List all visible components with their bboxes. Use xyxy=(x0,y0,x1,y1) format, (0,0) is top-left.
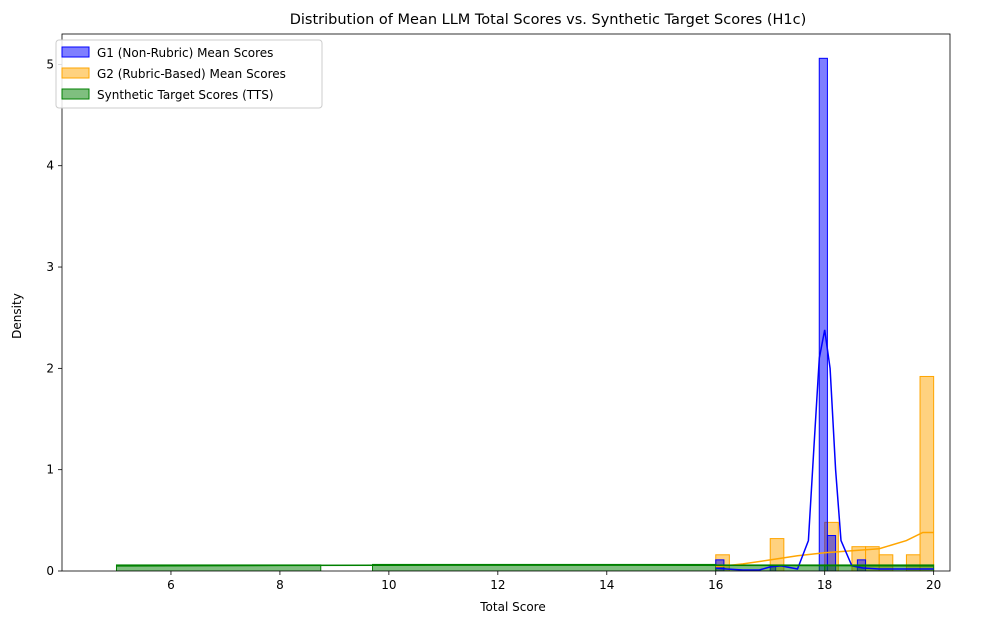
legend: G1 (Non-Rubric) Mean Scores G2 (Rubric-Ba… xyxy=(55,39,323,109)
y-axis-label: Density xyxy=(10,293,24,339)
chart-title: Distribution of Mean LLM Total Scores vs… xyxy=(290,12,807,28)
legend-swatch-g1-non-rubric-mean-scores xyxy=(61,46,90,58)
x-tick-label-6: 6 xyxy=(167,578,175,592)
legend-swatch-g2-rubric-based-mean-scores xyxy=(61,67,90,79)
plot-area xyxy=(115,57,935,571)
y-tick-label-2: 2 xyxy=(46,361,54,375)
x-tick-label-16: 16 xyxy=(708,578,723,592)
legend-label-g2-rubric-based-mean-scores: G2 (Rubric-Based) Mean Scores xyxy=(97,67,286,81)
x-tick-label-10: 10 xyxy=(381,578,396,592)
axes-frame xyxy=(61,33,951,572)
x-tick-label-12: 12 xyxy=(490,578,505,592)
x-tick-label-14: 14 xyxy=(599,578,614,592)
x-tick-label-18: 18 xyxy=(817,578,832,592)
kde-line-synthetic-target-scores-tts xyxy=(116,564,934,567)
y-tick-label-5: 5 xyxy=(46,57,54,71)
x-axis-label: Total Score xyxy=(479,600,545,614)
legend-label-synthetic-target-scores-tts: Synthetic Target Scores (TTS) xyxy=(97,88,274,102)
y-tick-label-3: 3 xyxy=(46,260,54,274)
bar-g1-non-rubric-mean-scores-2 xyxy=(818,57,828,571)
legend-swatch-synthetic-target-scores-tts xyxy=(61,88,90,100)
kde-line-g2-rubric-based-mean-scores xyxy=(715,531,934,568)
y-tick-label-0: 0 xyxy=(46,564,54,578)
y-tick-label-1: 1 xyxy=(46,463,54,477)
y-tick-label-4: 4 xyxy=(46,159,54,173)
x-tick-label-8: 8 xyxy=(276,578,284,592)
legend-label-g1-non-rubric-mean-scores: G1 (Non-Rubric) Mean Scores xyxy=(97,46,273,60)
legend-frame xyxy=(55,39,323,109)
bar-g2-rubric-based-mean-scores-7 xyxy=(919,375,935,571)
bar-synthetic-target-scores-tts-3 xyxy=(824,564,935,571)
plot-inner xyxy=(115,57,935,571)
x-tick-label-20: 20 xyxy=(926,578,941,592)
